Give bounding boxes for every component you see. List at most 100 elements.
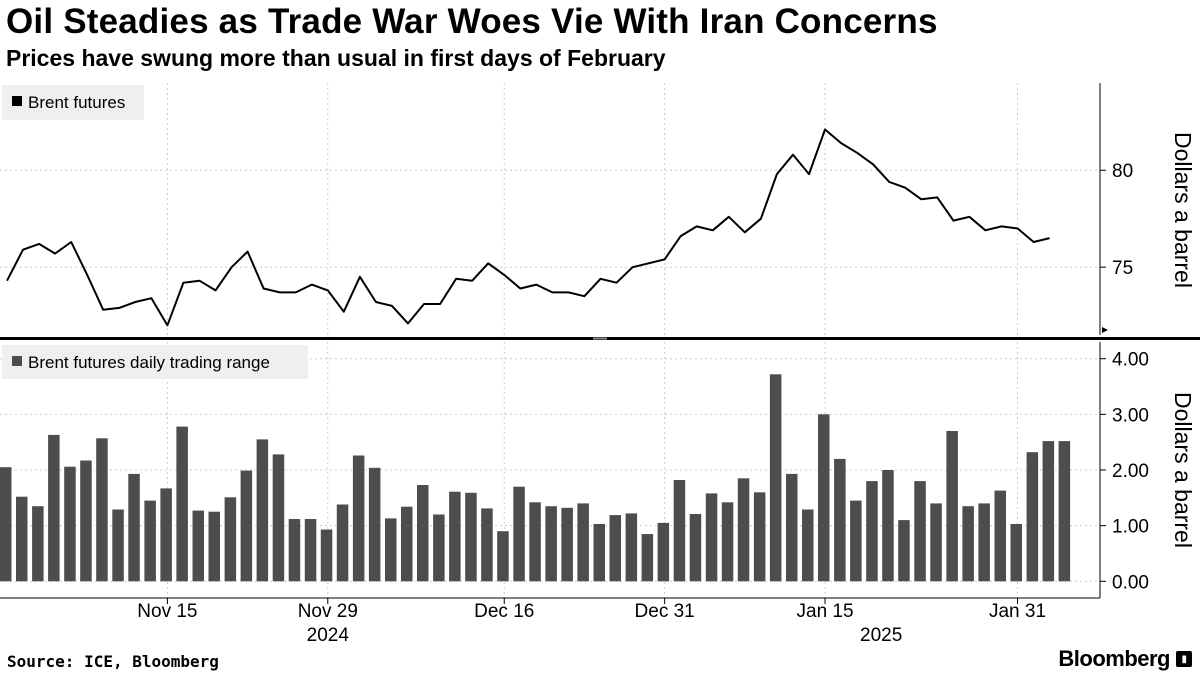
bar xyxy=(224,497,237,582)
source-note: Source: ICE, Bloomberg xyxy=(7,652,219,671)
bar xyxy=(705,493,718,582)
bar xyxy=(946,431,958,582)
y-axis-title-top: Dollars a barrel xyxy=(1170,132,1196,288)
bar xyxy=(625,513,638,582)
chart-subtitle: Prices have swung more than usual in fir… xyxy=(6,45,666,71)
bar xyxy=(898,520,910,582)
axis-break-marker xyxy=(1102,327,1108,333)
bar xyxy=(48,434,60,582)
bar xyxy=(481,508,493,582)
ytick-label-bottom: 1.00 xyxy=(1112,517,1149,538)
bar xyxy=(240,470,253,582)
bar xyxy=(304,519,317,582)
bar xyxy=(160,488,172,582)
bar xyxy=(96,438,108,582)
bar xyxy=(465,492,477,582)
xtick-label: Jan 31 xyxy=(989,601,1046,622)
bar xyxy=(721,502,734,582)
brand-name: Bloomberg xyxy=(1058,646,1170,671)
bar xyxy=(449,491,461,582)
bar xyxy=(433,514,445,582)
ytick-label-bottom: 4.00 xyxy=(1112,350,1149,371)
bar xyxy=(818,414,830,582)
bar xyxy=(256,439,269,582)
brand-logo: Bloomberg ▮ xyxy=(1058,646,1192,672)
bar xyxy=(144,500,156,582)
ytick-label-bottom: 3.00 xyxy=(1112,405,1149,426)
bar xyxy=(368,467,381,582)
bar xyxy=(577,503,589,582)
xtick-label: Jan 15 xyxy=(797,601,854,622)
bar xyxy=(352,455,365,582)
xtick-label: Dec 31 xyxy=(635,601,695,622)
bar xyxy=(0,467,12,582)
chart-title: Oil Steadies as Trade War Woes Vie With … xyxy=(6,2,938,41)
bar xyxy=(641,534,654,582)
xtick-label: Dec 16 xyxy=(474,601,534,622)
bar xyxy=(882,470,894,582)
bar xyxy=(272,454,285,582)
bar xyxy=(978,503,990,582)
bar xyxy=(32,506,44,582)
legend-swatch-top xyxy=(12,96,22,106)
legend-box-bottom xyxy=(2,345,308,379)
bar xyxy=(786,473,798,582)
bar xyxy=(16,496,28,582)
legend-box-top xyxy=(2,85,144,120)
bar xyxy=(866,481,878,582)
bar xyxy=(1042,441,1055,582)
bar xyxy=(593,524,605,582)
bar xyxy=(497,531,509,582)
bar xyxy=(930,503,942,582)
bar xyxy=(64,466,76,582)
bar xyxy=(208,511,220,582)
bar xyxy=(657,522,670,582)
bar xyxy=(288,519,301,582)
ytick-label-top: 80 xyxy=(1112,161,1133,182)
panel-divider-handle xyxy=(593,337,607,340)
bar xyxy=(417,485,429,582)
bar xyxy=(673,480,686,582)
bar xyxy=(753,492,766,582)
bar xyxy=(545,506,557,582)
legend-label-bottom: Brent futures daily trading range xyxy=(28,353,270,372)
bar xyxy=(561,507,573,582)
bar xyxy=(737,478,750,582)
legend-label-top: Brent futures xyxy=(28,93,125,112)
bar xyxy=(385,518,397,582)
bar xyxy=(80,460,92,582)
bar xyxy=(769,374,782,582)
bar xyxy=(994,490,1006,582)
year-label: 2024 xyxy=(307,625,350,646)
xtick-label: Nov 29 xyxy=(298,601,358,622)
bar xyxy=(513,486,525,582)
bar xyxy=(962,506,974,582)
bloomberg-icon: ▮ xyxy=(1176,651,1192,667)
bar xyxy=(850,500,862,582)
bar xyxy=(834,458,846,582)
y-axis-title-bottom: Dollars a barrel xyxy=(1170,392,1196,548)
legend-swatch-bottom xyxy=(12,356,22,366)
bar xyxy=(401,506,413,582)
xtick-label: Nov 15 xyxy=(137,601,197,622)
bar xyxy=(1010,524,1022,582)
ytick-label-bottom: 0.00 xyxy=(1112,572,1149,593)
bar xyxy=(128,473,140,582)
year-label: 2025 xyxy=(860,625,902,646)
series-line-brent xyxy=(6,128,1050,327)
bar xyxy=(336,504,349,582)
bar xyxy=(1026,452,1039,582)
bar xyxy=(914,481,926,582)
bar xyxy=(609,515,621,582)
bar xyxy=(689,514,702,582)
bar xyxy=(112,509,124,582)
bar xyxy=(176,426,188,582)
ytick-label-bottom: 2.00 xyxy=(1112,461,1149,482)
ytick-label-top: 75 xyxy=(1112,258,1133,279)
bar xyxy=(320,529,333,582)
bar xyxy=(1058,441,1071,582)
bar xyxy=(802,509,814,582)
bar xyxy=(192,510,204,582)
bar xyxy=(529,502,541,582)
